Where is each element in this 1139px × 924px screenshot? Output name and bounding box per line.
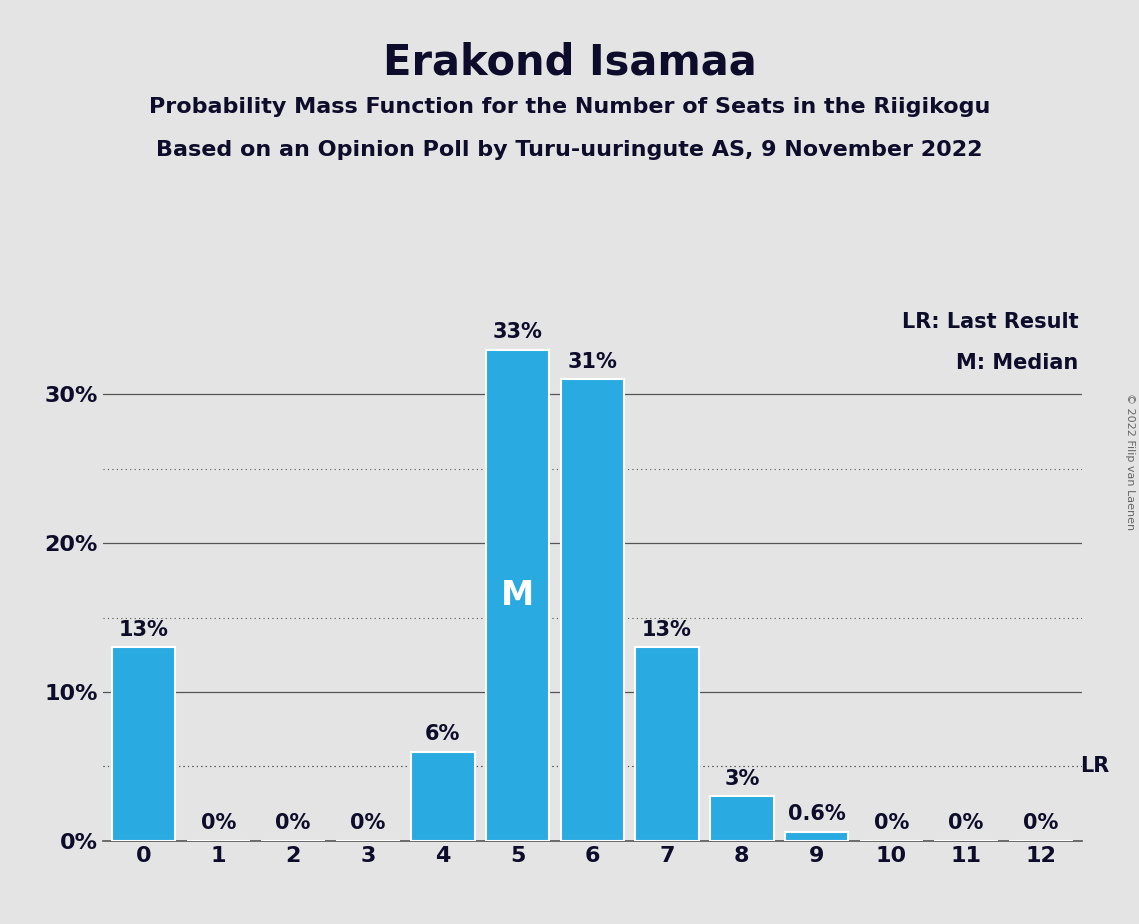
Text: Erakond Isamaa: Erakond Isamaa <box>383 42 756 83</box>
Bar <box>411 751 475 841</box>
Text: 3%: 3% <box>724 769 760 789</box>
Text: 0%: 0% <box>949 813 984 833</box>
Text: 0%: 0% <box>200 813 236 833</box>
Text: Based on an Opinion Poll by Turu-uuringute AS, 9 November 2022: Based on an Opinion Poll by Turu-uuringu… <box>156 140 983 161</box>
Text: 0%: 0% <box>1023 813 1058 833</box>
Text: 0%: 0% <box>276 813 311 833</box>
Bar <box>112 648 175 841</box>
Text: 0%: 0% <box>351 813 386 833</box>
Bar <box>485 349 549 841</box>
Text: 13%: 13% <box>642 620 693 639</box>
Text: LR: LR <box>1080 757 1109 776</box>
Text: 0%: 0% <box>874 813 909 833</box>
Text: 31%: 31% <box>567 352 617 372</box>
Text: M: M <box>501 578 534 612</box>
Bar <box>710 796 773 841</box>
Text: 13%: 13% <box>118 620 169 639</box>
Text: M: Median: M: Median <box>956 353 1079 372</box>
Text: 0.6%: 0.6% <box>788 805 845 824</box>
Text: Probability Mass Function for the Number of Seats in the Riigikogu: Probability Mass Function for the Number… <box>149 97 990 117</box>
Bar <box>785 832 849 841</box>
Text: 33%: 33% <box>492 322 542 342</box>
Bar <box>636 648 699 841</box>
Text: © 2022 Filip van Laenen: © 2022 Filip van Laenen <box>1125 394 1134 530</box>
Text: 6%: 6% <box>425 724 460 744</box>
Bar <box>560 380 624 841</box>
Text: LR: Last Result: LR: Last Result <box>902 312 1079 333</box>
